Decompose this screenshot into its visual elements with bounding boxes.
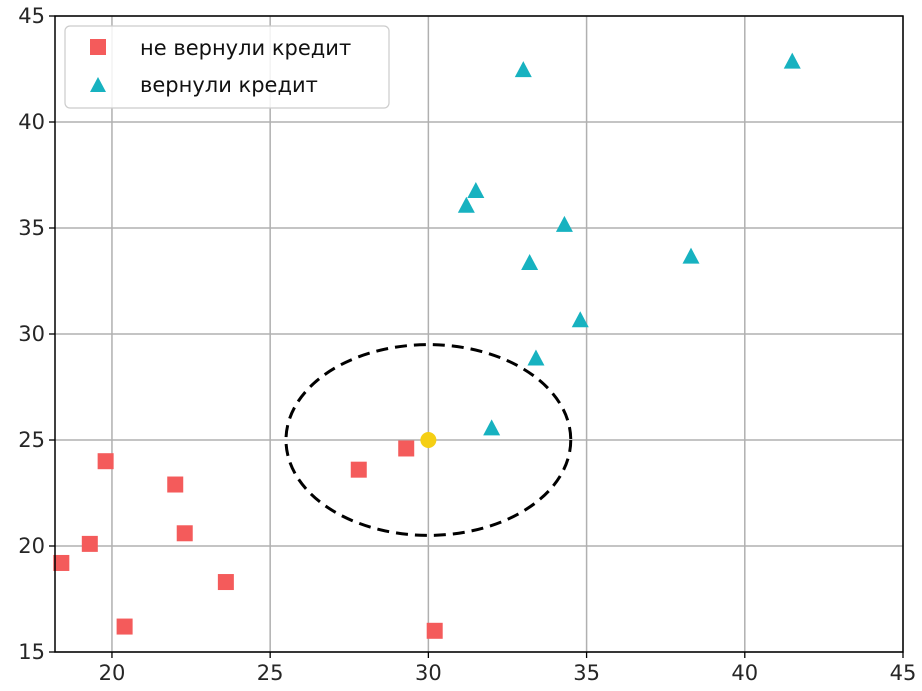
x-tick-label: 40 bbox=[731, 661, 758, 685]
point-not-returned bbox=[350, 461, 367, 478]
y-tick-label: 20 bbox=[18, 534, 45, 558]
grid bbox=[55, 15, 904, 653]
point-returned bbox=[521, 254, 539, 271]
y-tick-label: 45 bbox=[18, 4, 45, 28]
x-tick-label: 45 bbox=[890, 661, 917, 685]
x-tick-label: 35 bbox=[573, 661, 600, 685]
query-point bbox=[420, 432, 437, 448]
point-returned bbox=[483, 419, 501, 436]
point-returned bbox=[527, 349, 545, 366]
y-tick-label: 15 bbox=[18, 640, 45, 664]
point-not-returned bbox=[426, 622, 443, 639]
y-tick-label: 25 bbox=[18, 428, 45, 452]
point-returned bbox=[682, 247, 700, 264]
point-not-returned bbox=[167, 476, 184, 493]
point-not-returned bbox=[81, 535, 98, 552]
neighborhood-circle-layer bbox=[284, 343, 573, 537]
y-tick-label: 35 bbox=[18, 216, 45, 240]
point-returned bbox=[457, 196, 475, 213]
legend-label-series-1: не вернули кредит bbox=[140, 36, 351, 60]
neighborhood-circle bbox=[284, 343, 573, 537]
legend: не вернули кредит вернули кредит bbox=[64, 25, 390, 109]
x-tick-label: 20 bbox=[99, 661, 126, 685]
point-returned bbox=[783, 52, 801, 69]
point-returned bbox=[555, 215, 573, 232]
point-returned bbox=[467, 181, 485, 198]
legend-label-series-2: вернули кредит bbox=[140, 73, 318, 97]
point-returned bbox=[571, 311, 589, 328]
point-not-returned bbox=[398, 440, 415, 457]
legend-marker-triangle bbox=[90, 77, 106, 92]
point-not-returned bbox=[53, 554, 70, 571]
x-tick-label: 25 bbox=[257, 661, 284, 685]
point-not-returned bbox=[116, 618, 133, 635]
data-points bbox=[53, 52, 801, 639]
point-returned bbox=[514, 61, 532, 78]
y-tick-label: 30 bbox=[18, 322, 45, 346]
point-not-returned bbox=[97, 453, 114, 470]
point-not-returned bbox=[176, 525, 193, 542]
x-tick-label: 30 bbox=[415, 661, 442, 685]
legend-box bbox=[64, 25, 390, 109]
point-not-returned bbox=[217, 574, 234, 591]
y-tick-label: 40 bbox=[18, 110, 45, 134]
axis-ticks: 20 25 30 35 40 45 15 20 25 30 35 40 45 bbox=[18, 4, 916, 685]
legend-marker-square bbox=[90, 39, 106, 55]
